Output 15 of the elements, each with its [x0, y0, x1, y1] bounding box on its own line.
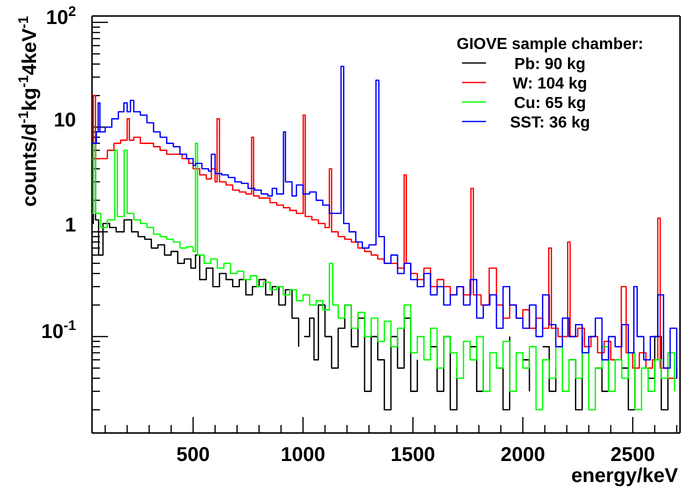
- x-tick-label: 1500: [390, 444, 436, 466]
- legend-label: Cu: 65 kg: [514, 95, 586, 112]
- legend-label: SST: 36 kg: [510, 114, 590, 132]
- y-tick-label: 10: [54, 110, 76, 132]
- x-tick-label: 500: [176, 444, 210, 466]
- x-tick-label: 2000: [500, 444, 546, 466]
- y-tick-label: 10$^{2}$: [46, 2, 76, 29]
- legend-label: Pb: 90 kg: [514, 56, 586, 73]
- legend-title: GIOVE sample chamber:: [456, 36, 644, 53]
- y-tick-label: 1: [64, 214, 76, 236]
- legend-label: W: 104 kg: [512, 76, 588, 92]
- y-tick-label: 10$^{-1}$: [41, 317, 76, 344]
- x-axis-title: energy/keV: [571, 465, 679, 487]
- x-tick-label: 1000: [280, 444, 326, 466]
- x-tick-label: 2500: [610, 444, 655, 466]
